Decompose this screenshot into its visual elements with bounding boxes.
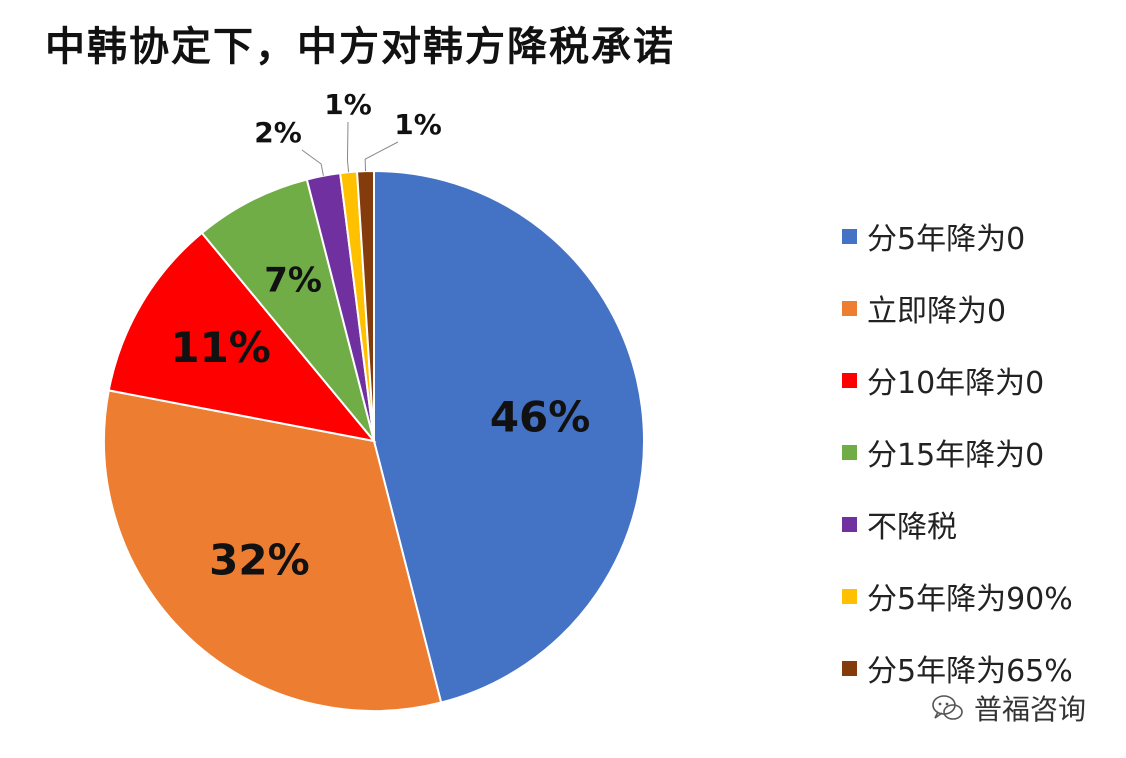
legend-label: 分15年降为0 <box>867 438 1045 473</box>
legend-swatch <box>842 300 857 316</box>
legend-swatch <box>842 372 857 388</box>
legend-swatch <box>842 588 857 604</box>
legend-label: 立即降为0 <box>867 294 1007 329</box>
legend-entry: 分15年降为0 <box>842 416 1073 488</box>
chart-title: 中韩协定下，中方对韩方降税承诺 <box>45 23 675 70</box>
legend-entry: 立即降为0 <box>842 272 1073 344</box>
slice-data-label: 1% <box>394 108 442 141</box>
pie-slice <box>200 178 375 442</box>
pie-slice <box>355 169 375 442</box>
legend-swatch <box>842 660 857 676</box>
legend-swatch <box>842 228 857 244</box>
slice-data-label: 2% <box>254 116 302 149</box>
watermark: 普福咨询 <box>930 688 1086 728</box>
leader-line <box>301 149 324 176</box>
legend-entry: 分10年降为0 <box>842 344 1073 416</box>
pie-slice <box>103 389 443 712</box>
slice-data-label: 1% <box>324 88 372 121</box>
pie-slice <box>107 231 377 443</box>
legend-entry: 分5年降为90% <box>842 560 1073 632</box>
legend-label: 分10年降为0 <box>867 366 1045 401</box>
legend-swatch <box>842 444 857 460</box>
slice-data-label: 7% <box>264 261 322 301</box>
leader-line <box>364 141 399 172</box>
wechat-bubble-icon <box>932 695 963 720</box>
watermark-text: 普福咨询 <box>974 693 1087 726</box>
slice-data-label: 32% <box>209 536 310 585</box>
legend-swatch <box>842 516 857 532</box>
legend-entry: 分5年降为0 <box>842 200 1073 272</box>
legend-label: 分5年降为65% <box>867 654 1073 689</box>
legend-label: 分5年降为90% <box>867 582 1073 617</box>
leader-line <box>346 121 350 173</box>
legend-entry: 不降税 <box>842 488 1073 560</box>
legend: 分5年降为0 立即降为0 分10年降为0 分15年降为0 不降税分5年降为90% 分5年降… <box>842 200 1073 704</box>
slice-data-label: 46% <box>490 393 591 442</box>
legend-label: 分5年降为0 <box>867 222 1026 257</box>
legend-label: 不降税 <box>867 510 957 545</box>
pie-slice <box>373 169 645 704</box>
legend-entry: 分5年降为65% <box>842 632 1073 704</box>
slice-data-label: 11% <box>170 323 271 372</box>
